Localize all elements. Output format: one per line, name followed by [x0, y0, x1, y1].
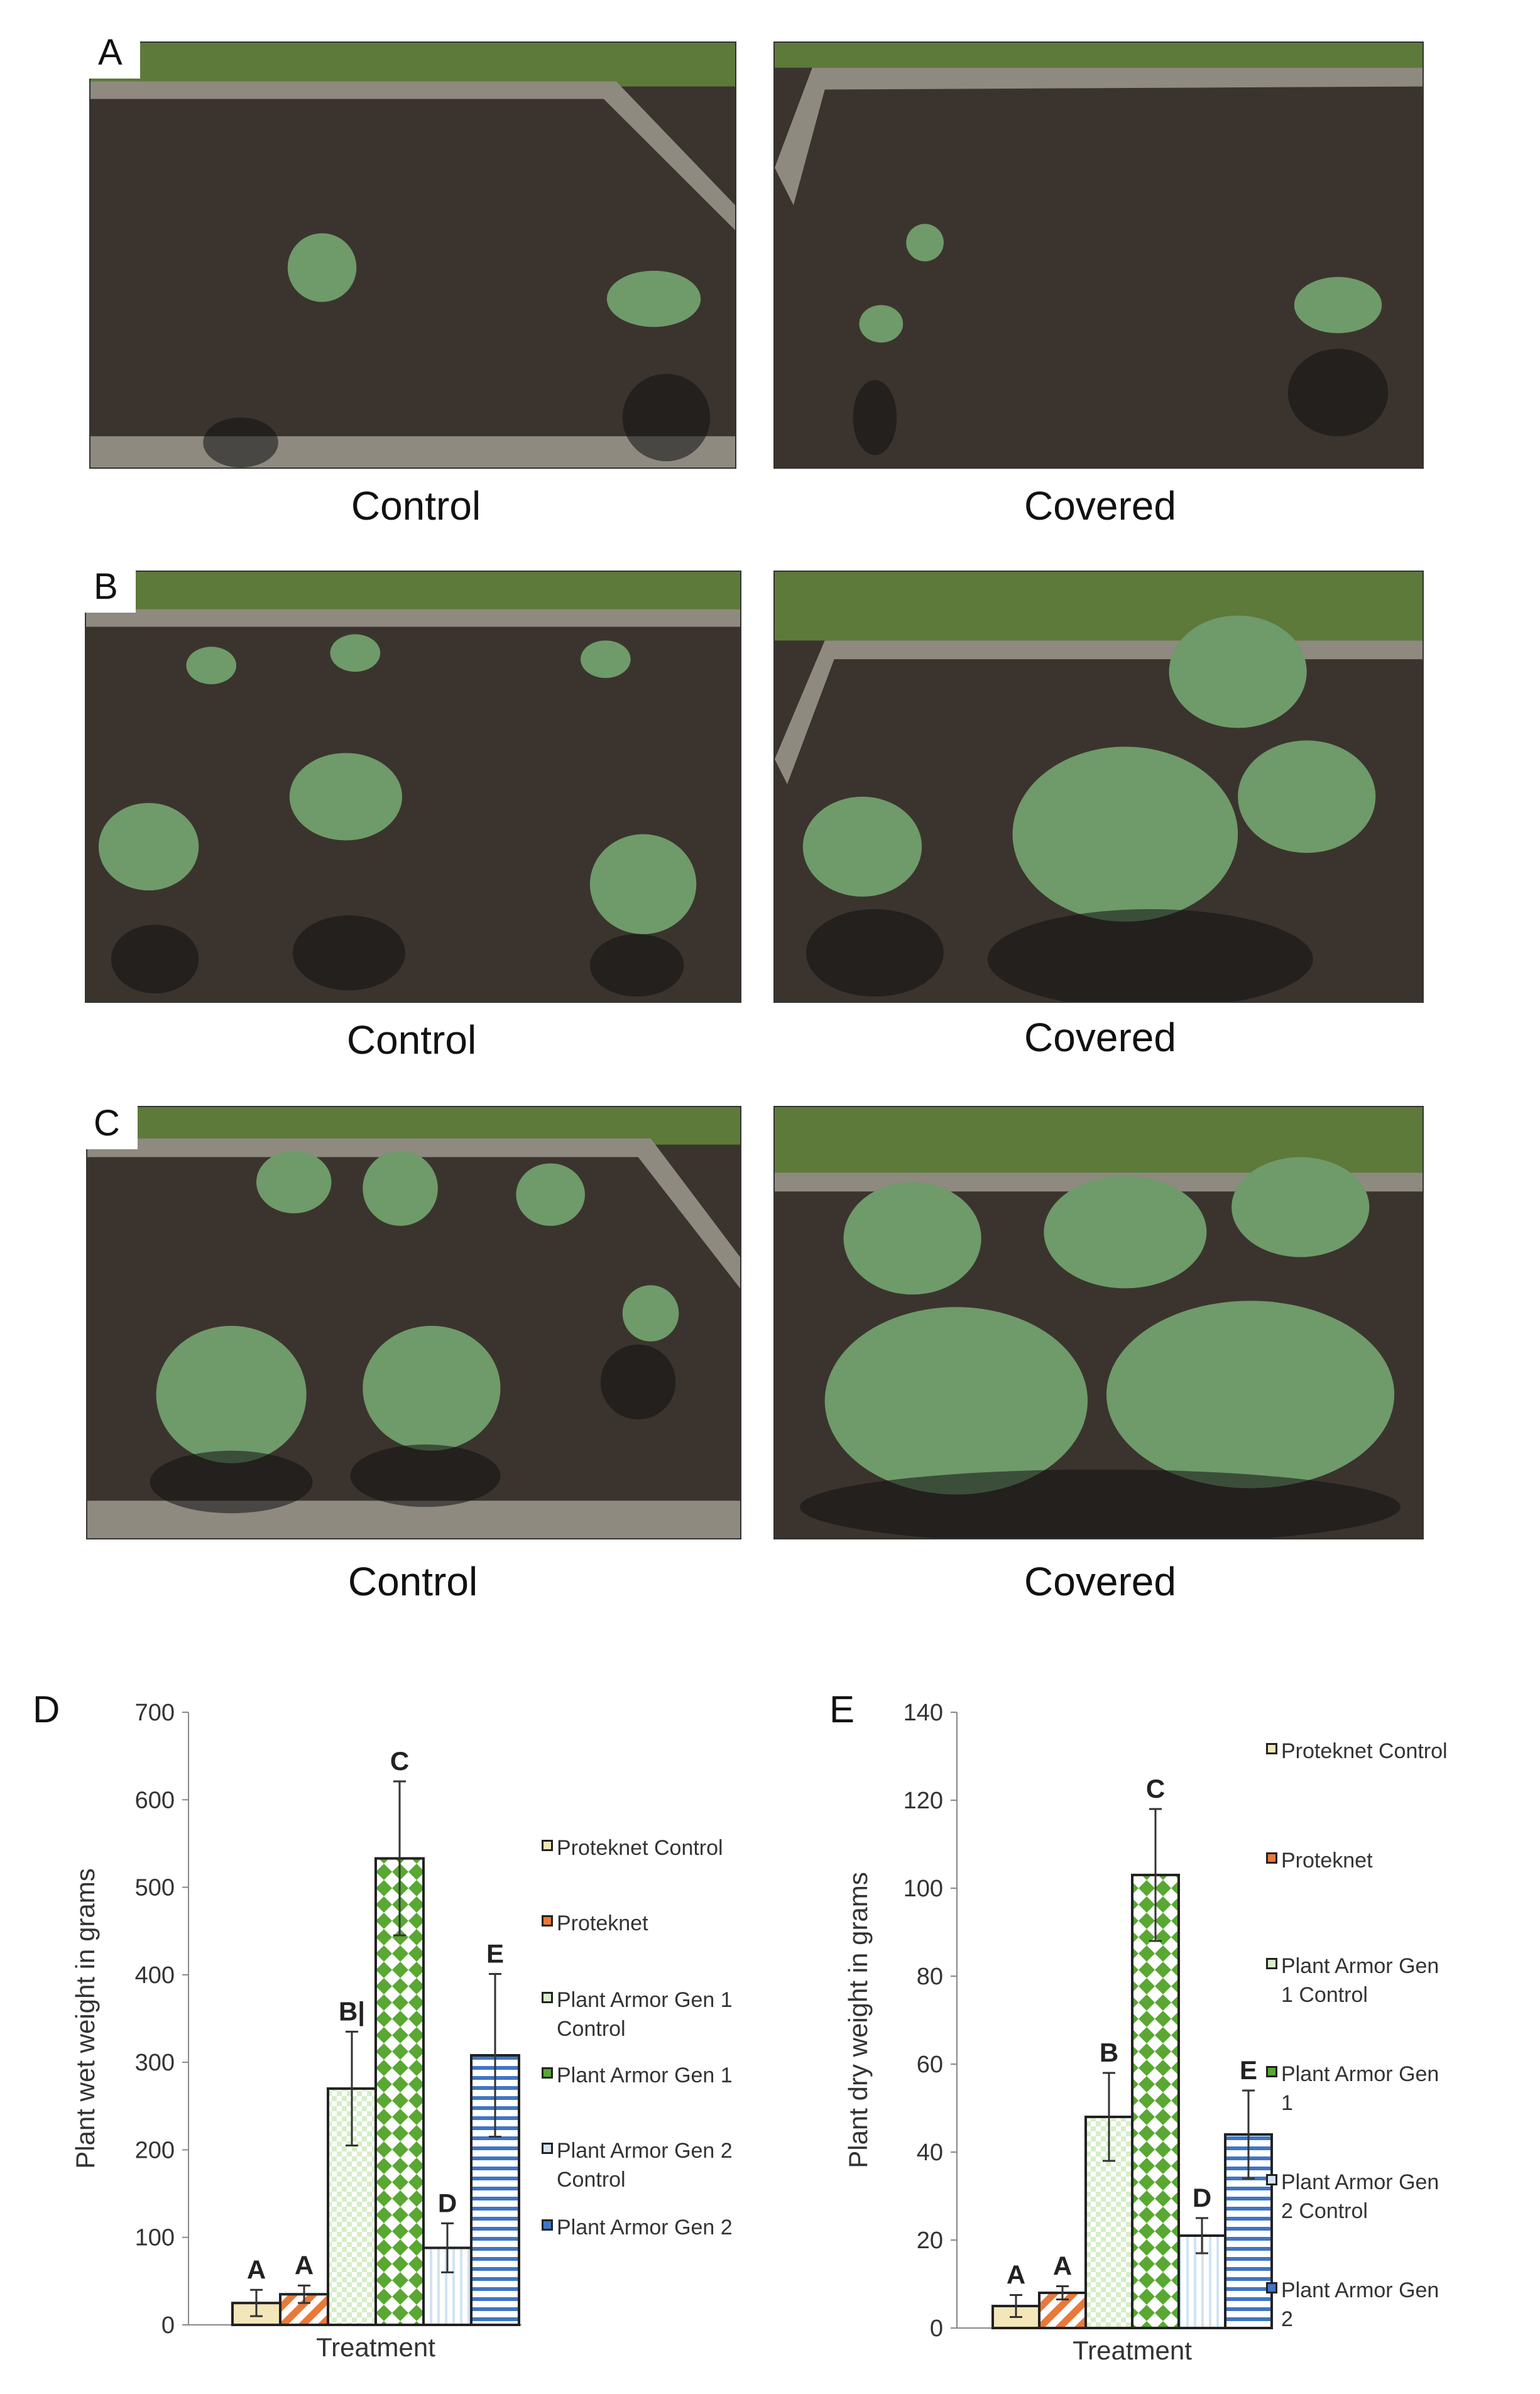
- legend-label: Proteknet Control: [557, 1836, 723, 1860]
- panel-letter-b: B: [84, 564, 136, 613]
- legend-swatch: [1266, 2282, 1277, 2293]
- legend-label: Proteknet: [557, 1911, 648, 1935]
- chart-letter-d: D: [33, 1688, 60, 1730]
- y-tick-label: 60: [917, 2052, 943, 2078]
- caption-covered-row-c: Covered: [1024, 1559, 1176, 1604]
- legend-item: Proteknet Control: [1266, 1737, 1448, 1766]
- legend-swatch: [1266, 2066, 1277, 2077]
- legend-label: Plant Armor Gen 2: [1281, 2278, 1439, 2331]
- y-tick-label: 20: [917, 2227, 943, 2254]
- legend-swatch: [542, 2143, 553, 2154]
- y-tick-label: 0: [161, 2312, 175, 2339]
- significance-letter: A: [295, 2250, 314, 2280]
- y-tick-label: 100: [135, 2225, 175, 2251]
- legend-swatch: [542, 1992, 553, 2003]
- y-tick-label: 120: [904, 1788, 943, 1814]
- legend-swatch: [542, 2219, 553, 2231]
- chart-letter-e: E: [829, 1688, 855, 1730]
- y-tick-label: 700: [135, 1700, 175, 1726]
- legend-item: Plant Armor Gen 1: [542, 2061, 733, 2090]
- legend-item: Plant Armor Gen 2: [542, 2213, 733, 2242]
- significance-letter: E: [1240, 2055, 1257, 2085]
- legend-item: Plant Armor Gen 2 Control: [542, 2136, 733, 2194]
- caption-control-row-b: Control: [346, 1017, 477, 1063]
- legend-swatch: [1266, 2174, 1277, 2185]
- significance-letter: C: [390, 1746, 409, 1776]
- y-tick-label: 0: [930, 2315, 943, 2342]
- significance-letter: B|: [339, 1996, 365, 2026]
- y-axis-label: Plant dry weight in grams: [843, 1872, 873, 2168]
- x-axis-label: Treatment: [316, 2332, 435, 2362]
- legend-item: Plant Armor Gen 1: [1266, 2060, 1439, 2118]
- x-axis-label: Treatment: [1073, 2336, 1192, 2365]
- legend-label: Plant Armor Gen 2 Control: [1281, 2170, 1439, 2223]
- photo-control-row-c: [86, 1106, 741, 1539]
- caption-control-row-c: Control: [347, 1559, 478, 1604]
- legend-label: Plant Armor Gen 1: [1281, 2062, 1439, 2115]
- y-tick-label: 600: [135, 1787, 175, 1813]
- significance-letter: E: [486, 1938, 504, 1968]
- chart-e-dry-weight: 0 20 40 60 80 100 120 140 Plant dry weight in gr…: [843, 1700, 1273, 2365]
- y-tick-label: 200: [135, 2137, 175, 2163]
- y-tick-label: 500: [135, 1875, 175, 1901]
- legend-swatch: [542, 1840, 553, 1851]
- legend-item: Plant Armor Gen 2 Control: [1266, 2168, 1439, 2226]
- significance-letter: C: [1146, 1774, 1165, 1803]
- legend-swatch: [1266, 1958, 1277, 1969]
- legend-swatch: [542, 2067, 553, 2079]
- significance-letter: B: [1100, 2038, 1118, 2067]
- significance-letter: A: [1053, 2251, 1072, 2281]
- legend-item: Proteknet: [1266, 1846, 1373, 1875]
- significance-letter: A: [1007, 2260, 1025, 2290]
- legend-item: Proteknet: [542, 1909, 648, 1938]
- panel-letter-c: C: [84, 1101, 138, 1149]
- legend-item: Plant Armor Gen 2: [1266, 2276, 1439, 2334]
- y-tick-label: 300: [135, 2050, 175, 2076]
- legend-swatch: [1266, 1743, 1277, 1754]
- bar: [1131, 1874, 1180, 2329]
- legend-label: Plant Armor Gen 2: [557, 2216, 733, 2239]
- photo-covered-row-b: [773, 571, 1424, 1003]
- chart-d-wet-weight: 0 100 200 300 400 500 600 700 Plant wet weight i…: [70, 1700, 522, 2362]
- legend-item: Proteknet Control: [542, 1834, 723, 1862]
- legend-item: Plant Armor Gen 1 Control: [542, 1986, 733, 2043]
- panel-letter-a: A: [88, 30, 140, 79]
- photo-control-row-a: [89, 41, 736, 469]
- significance-letter: D: [1193, 2183, 1211, 2212]
- significance-letter: A: [247, 2255, 266, 2284]
- legend-swatch: [1266, 1852, 1277, 1864]
- caption-covered-row-a: Covered: [1024, 483, 1176, 528]
- photo-covered-row-a: [773, 41, 1424, 469]
- significance-letter: D: [438, 2188, 457, 2217]
- y-tick-label: 100: [904, 1876, 943, 1902]
- legend-label: Proteknet: [1281, 1849, 1373, 1872]
- photo-control-row-b: [85, 571, 741, 1003]
- legend-label: Plant Armor Gen 1 Control: [1281, 1954, 1439, 2007]
- caption-covered-row-b: Covered: [1024, 1015, 1176, 1060]
- y-axis-label: Plant wet weight in grams: [70, 1868, 100, 2169]
- legend-swatch: [542, 1915, 553, 1927]
- legend-label: Plant Armor Gen 2 Control: [557, 2139, 733, 2192]
- photo-covered-row-c: [773, 1106, 1424, 1539]
- legend-label: Proteknet Control: [1281, 1739, 1448, 1763]
- y-tick-label: 80: [917, 1964, 943, 1990]
- caption-control-row-a: Control: [351, 483, 481, 528]
- y-tick-label: 40: [917, 2140, 943, 2166]
- legend-item: Plant Armor Gen 1 Control: [1266, 1952, 1439, 2009]
- y-tick-label: 140: [904, 1700, 943, 1726]
- legend-label: Plant Armor Gen 1: [557, 2063, 733, 2087]
- legend-label: Plant Armor Gen 1 Control: [557, 1988, 733, 2041]
- y-tick-label: 400: [135, 1962, 175, 1989]
